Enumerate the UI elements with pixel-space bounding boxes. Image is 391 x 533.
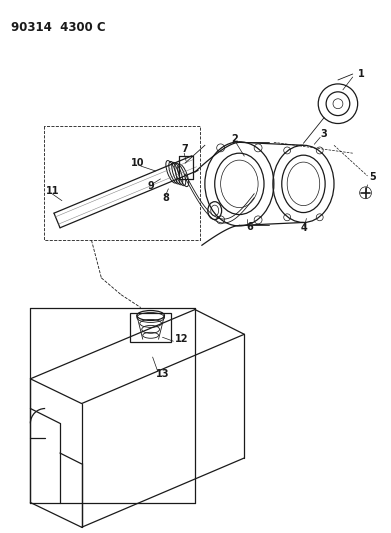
Text: 7: 7 — [181, 144, 188, 154]
Bar — [130, 312, 171, 342]
Text: 10: 10 — [131, 158, 144, 168]
Text: 13: 13 — [156, 369, 169, 379]
Text: 12: 12 — [175, 334, 189, 344]
Text: 90314  4300 C: 90314 4300 C — [11, 21, 105, 34]
Text: 6: 6 — [246, 222, 253, 232]
Text: 3: 3 — [320, 130, 327, 140]
Text: 4: 4 — [301, 223, 307, 233]
Text: 11: 11 — [46, 186, 60, 196]
Text: 1: 1 — [358, 69, 364, 79]
Text: 2: 2 — [231, 134, 238, 144]
Text: 8: 8 — [163, 193, 169, 203]
Text: 5: 5 — [369, 172, 376, 182]
Text: 9: 9 — [148, 181, 154, 191]
